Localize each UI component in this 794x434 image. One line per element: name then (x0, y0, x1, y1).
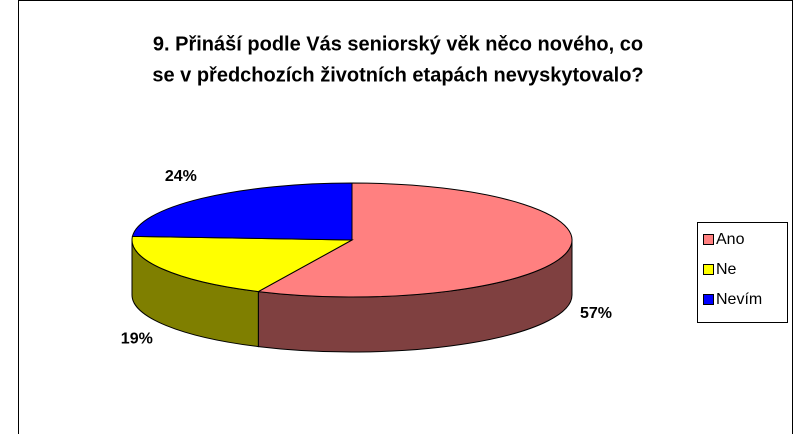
chart-title: se v předchozích životních etapách nevys… (152, 64, 643, 86)
pie-slice (256, 182, 573, 298)
legend-swatch (703, 234, 714, 245)
legend-swatch (703, 264, 714, 275)
legend-swatch (703, 294, 714, 305)
pie-slice (131, 182, 353, 241)
data-label: 24% (165, 168, 197, 185)
chart-title: 9. Přináší podle Vás seniorský věk něco … (153, 33, 643, 55)
data-label: 19% (121, 331, 153, 348)
legend-label: Ne (716, 261, 737, 278)
data-label: 57% (580, 305, 612, 322)
pie-slice (131, 235, 354, 293)
legend-label: Nevím (716, 291, 762, 308)
legend-label: Ano (716, 231, 745, 248)
